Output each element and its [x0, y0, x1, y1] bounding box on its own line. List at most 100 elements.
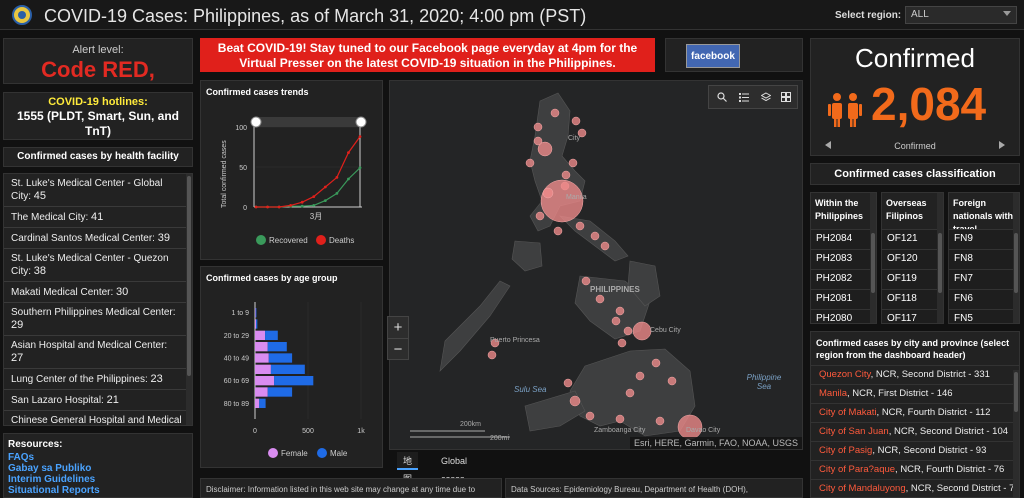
classification-cell[interactable]: FN7: [949, 269, 1013, 289]
classification-cell[interactable]: FN8: [949, 249, 1013, 269]
city-list-item[interactable]: City of Para?aque, NCR, Fourth District …: [811, 460, 1019, 479]
case-cluster-marker[interactable]: [635, 371, 645, 381]
case-cluster-marker[interactable]: [533, 122, 543, 132]
case-cluster-marker[interactable]: [537, 141, 553, 157]
trend-slider-left-handle[interactable]: [250, 116, 262, 128]
case-cluster-marker[interactable]: [533, 136, 543, 146]
mindoro-landmass: [511, 240, 543, 272]
facility-item[interactable]: The Medical City: 41: [4, 207, 192, 228]
facility-item[interactable]: San Lazaro Hospital: 21: [4, 390, 192, 411]
resource-link-gabay[interactable]: Gabay sa Publiko: [8, 463, 92, 474]
trend-point-deaths: [323, 185, 327, 189]
facility-item[interactable]: Asian Hospital and Medical Center: 27: [4, 336, 192, 369]
city-list-item[interactable]: City of San Juan, NCR, Second District -…: [811, 422, 1019, 441]
zoom-out-button[interactable]: −: [388, 338, 408, 359]
next-arrow-icon[interactable]: [999, 141, 1005, 149]
layers-icon[interactable]: [761, 92, 771, 102]
classification-cell[interactable]: PH2082: [811, 269, 870, 289]
case-cluster-marker[interactable]: [595, 294, 605, 304]
case-cluster-marker[interactable]: [632, 321, 652, 341]
facility-list[interactable]: St. Luke's Medical Center - Global City:…: [3, 173, 193, 426]
case-cluster-marker[interactable]: [585, 411, 595, 421]
case-cluster-marker[interactable]: [590, 231, 600, 241]
classification-cell[interactable]: FN9: [949, 229, 1013, 249]
zoom-in-button[interactable]: +: [393, 319, 403, 336]
case-cluster-marker[interactable]: [623, 326, 633, 336]
search-icon[interactable]: [717, 92, 727, 102]
map-canvas[interactable]: [390, 81, 803, 450]
case-cluster-marker[interactable]: [553, 226, 563, 236]
classification-cell[interactable]: PH2084: [811, 229, 870, 249]
city-province-panel[interactable]: Confirmed cases by city and province (se…: [810, 331, 1020, 498]
resource-link-reports[interactable]: Situational Reports: [8, 485, 100, 496]
map-view[interactable]: City Manila PHILIPPINES Puerto Princesa …: [389, 80, 803, 450]
city-list-item[interactable]: City of Pasig, NCR, Second District - 93: [811, 441, 1019, 460]
case-cluster-marker[interactable]: [617, 338, 627, 348]
classification-cell[interactable]: PH2081: [811, 289, 870, 309]
case-cluster-marker[interactable]: [525, 158, 535, 168]
case-cluster-marker[interactable]: [569, 395, 581, 407]
city-scrollbar[interactable]: [1013, 370, 1019, 497]
case-cluster-marker[interactable]: [550, 108, 560, 118]
basemap-gallery-icon[interactable]: [781, 92, 791, 102]
city-list-item[interactable]: Quezon City, NCR, Second District - 331: [811, 365, 1019, 384]
case-cluster-marker[interactable]: [600, 241, 610, 251]
classification-cell[interactable]: FN5: [949, 309, 1013, 323]
facility-item[interactable]: Cardinal Santos Medical Center: 39: [4, 228, 192, 249]
case-cluster-marker[interactable]: [542, 187, 554, 199]
classification-col-within[interactable]: Within the Philippines PH2084 PH2083 PH2…: [810, 192, 877, 324]
case-cluster-marker[interactable]: [575, 221, 585, 231]
facility-scrollbar[interactable]: [186, 174, 192, 425]
city-list-item[interactable]: Manila, NCR, First District - 146: [811, 384, 1019, 403]
classification-col-overseas[interactable]: Overseas Filipinos OF121 OF120 OF119 OF1…: [881, 192, 944, 324]
city-list-item[interactable]: City of Makati, NCR, Fourth District - 1…: [811, 403, 1019, 422]
classification-scrollbar[interactable]: [1013, 193, 1019, 323]
trend-slider-track[interactable]: [254, 117, 362, 127]
case-cluster-marker[interactable]: [490, 338, 500, 348]
case-cluster-marker[interactable]: [561, 170, 571, 180]
classification-cell[interactable]: PH2083: [811, 249, 870, 269]
case-cluster-marker[interactable]: [487, 350, 497, 360]
classification-col-foreign[interactable]: Foreign nationals with travel FN9 FN8 FN…: [948, 192, 1020, 324]
classification-cell[interactable]: FN6: [949, 289, 1013, 309]
case-cluster-marker[interactable]: [581, 276, 591, 286]
city-list-item[interactable]: City of Mandaluyong, NCR, Second Distric…: [811, 479, 1019, 497]
facebook-button[interactable]: facebook: [686, 44, 740, 68]
case-cluster-marker[interactable]: [615, 414, 625, 424]
trend-chart-title: Confirmed cases trends: [206, 87, 309, 97]
case-cluster-marker[interactable]: [625, 388, 635, 398]
case-cluster-marker[interactable]: [667, 376, 677, 386]
resource-link-guidelines[interactable]: Interim Guidelines: [8, 474, 96, 485]
case-cluster-marker[interactable]: [655, 416, 665, 426]
resource-link-faqs[interactable]: FAQs: [8, 452, 35, 463]
classification-scrollbar[interactable]: [937, 193, 943, 323]
prev-arrow-icon[interactable]: [825, 141, 831, 149]
classification-cell[interactable]: OF121: [882, 229, 937, 249]
case-cluster-marker[interactable]: [611, 316, 621, 326]
classification-cell[interactable]: OF119: [882, 269, 937, 289]
tab-map[interactable]: 地图: [397, 452, 419, 484]
classification-cell[interactable]: OF118: [882, 289, 937, 309]
case-cluster-marker[interactable]: [535, 211, 545, 221]
case-cluster-marker[interactable]: [563, 378, 573, 388]
facility-item[interactable]: St. Luke's Medical Center - Global City:…: [4, 174, 192, 207]
facility-item[interactable]: Southern Philippines Medical Center: 29: [4, 303, 192, 336]
case-cluster-marker[interactable]: [540, 179, 584, 223]
case-cluster-marker[interactable]: [615, 306, 625, 316]
facility-item[interactable]: Makati Medical Center: 30: [4, 282, 192, 303]
classification-cell[interactable]: OF117: [882, 309, 937, 323]
case-cluster-marker[interactable]: [651, 358, 661, 368]
facility-item[interactable]: St. Luke's Medical Center - Quezon City:…: [4, 249, 192, 282]
case-cluster-marker[interactable]: [571, 116, 581, 126]
facility-item[interactable]: Lung Center of the Philippines: 23: [4, 369, 192, 390]
case-cluster-marker[interactable]: [568, 158, 578, 168]
facility-item[interactable]: Chinese General Hospital and Medical Cen…: [4, 411, 192, 425]
region-select[interactable]: ALL: [905, 6, 1017, 24]
classification-cell[interactable]: OF120: [882, 249, 937, 269]
legend-list-icon[interactable]: [739, 92, 749, 102]
classification-scrollbar[interactable]: [870, 193, 876, 323]
case-cluster-marker[interactable]: [577, 128, 587, 138]
trend-slider-right-handle[interactable]: [355, 116, 367, 128]
tab-global-cases[interactable]: Global cases: [441, 456, 468, 484]
classification-cell[interactable]: PH2080: [811, 309, 870, 323]
